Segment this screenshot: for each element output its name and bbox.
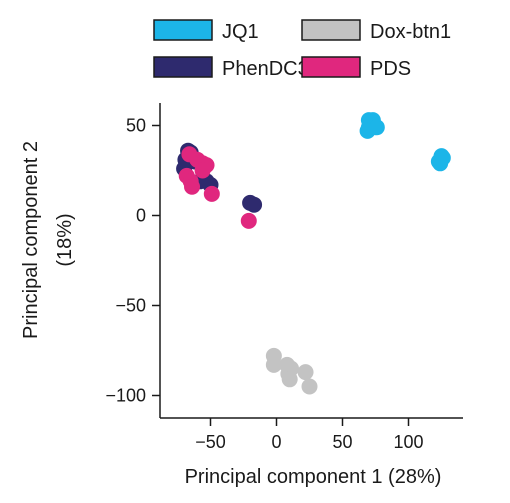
legend-label-phendc3: PhenDC3 [222,58,309,80]
y-axis-title-line2: (18%) [54,213,76,266]
y-tick-label: −50 [115,296,146,316]
data-point-dox-btn1 [301,378,318,395]
x-axis-ticks: −50 0 50 100 [195,418,424,452]
x-tick-label: −50 [195,432,226,452]
y-tick-label: 0 [136,206,146,226]
data-point-pds [203,185,220,202]
legend: JQ1 Dox-btn1 PhenDC3 PDS [153,19,451,80]
data-point-pds [240,212,257,229]
data-point-jq1 [432,155,449,172]
y-axis-title: Principal component 2 (18%) [20,141,76,339]
data-point-pds [194,162,211,179]
legend-swatch-dox-btn1 [301,19,361,41]
legend-label-pds: PDS [370,58,411,80]
data-point-dox-btn1 [281,371,298,388]
y-axis-ticks: 50 0 −50 −100 [105,116,160,406]
x-tick-label: 50 [332,432,352,452]
x-tick-label: 0 [271,432,281,452]
y-axis-title-line1: Principal component 2 [20,141,42,339]
legend-label-dox-btn1: Dox-btn1 [370,21,451,43]
legend-swatch-jq1 [153,19,213,41]
legend-swatch-pds [301,56,361,78]
legend-label-jq1: JQ1 [222,21,259,43]
x-axis-title: Principal component 1 (28%) [185,466,442,488]
x-tick-label: 100 [393,432,423,452]
legend-swatch-phendc3 [153,56,213,78]
data-point-dox-btn1 [297,364,314,381]
data-points [176,112,451,395]
y-tick-label: −100 [105,386,146,406]
data-point-jq1 [359,122,376,139]
data-point-pds [184,178,201,195]
data-point-dox-btn1 [265,356,282,373]
data-point-phendc3 [246,196,263,213]
y-tick-label: 50 [126,116,146,136]
